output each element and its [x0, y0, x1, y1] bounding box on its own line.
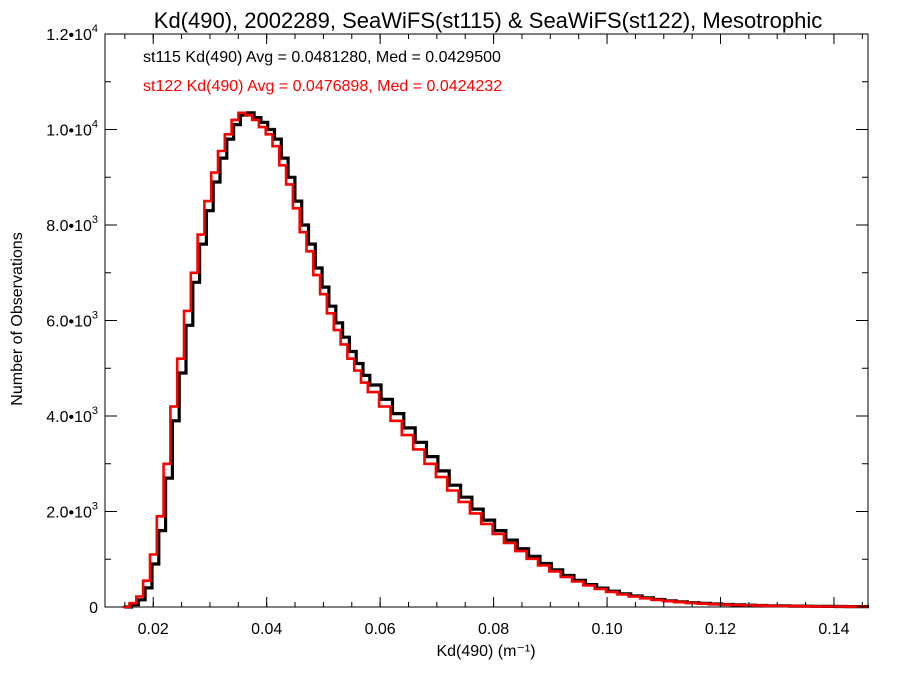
y-tick-label: 6.0•103	[46, 310, 98, 331]
x-axis: 0.02 0.04 0.06 0.08 0.10 0.12 0.14	[124, 34, 863, 638]
legend-entry-1: st115 Kd(490) Avg = 0.0481280, Med = 0.0…	[143, 49, 501, 66]
x-tick-label: 0.14	[818, 621, 849, 638]
y-tick-label: 2.0•103	[46, 501, 98, 522]
y-tick-label: 8.0•103	[46, 214, 98, 235]
x-tick-label: 0.08	[478, 621, 509, 638]
y-tick-label: 1.2•104	[46, 23, 98, 44]
x-tick-label: 0.10	[591, 621, 622, 638]
y-tick-label: 0	[89, 600, 98, 617]
x-axis-label: Kd(490) (m⁻¹)	[436, 643, 535, 660]
x-tick-label: 0.06	[365, 621, 396, 638]
y-axis: 0 2.0•103 4.0•103 6.0•103 8.0•103 1.0•104 1.2•…	[46, 23, 868, 617]
y-tick-label: 1.0•104	[46, 119, 98, 140]
chart-title: Kd(490), 2002289, SeaWiFS(st115) & SeaWi…	[154, 8, 822, 33]
series-layer	[122, 111, 869, 609]
legend-entry-2: st122 Kd(490) Avg = 0.0476898, Med = 0.0…	[143, 78, 502, 95]
y-tick-label: 4.0•103	[46, 405, 98, 426]
x-tick-label: 0.12	[705, 621, 736, 638]
x-tick-label: 0.04	[251, 621, 282, 638]
legend: st115 Kd(490) Avg = 0.0481280, Med = 0.0…	[143, 49, 502, 95]
y-axis-label: Number of Observations	[9, 232, 26, 405]
x-tick-label: 0.02	[138, 621, 169, 638]
series-2-line	[122, 111, 867, 609]
